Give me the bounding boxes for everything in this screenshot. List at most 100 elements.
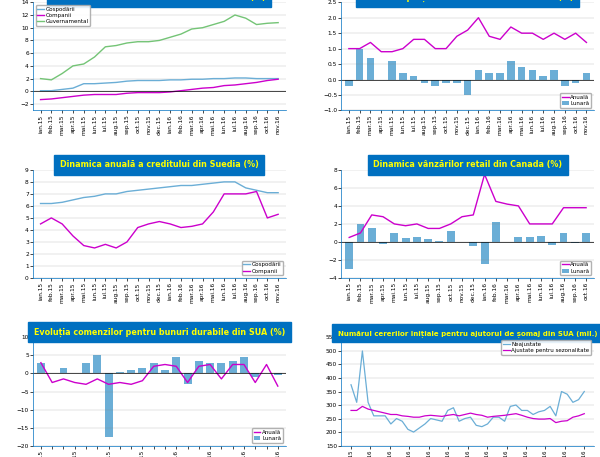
Neajustate [552, 413, 559, 419]
Ajustate pentru sezonalitate [535, 416, 542, 422]
Ajustate pentru sezonalitate [433, 413, 440, 419]
Companii [232, 191, 239, 197]
Ajustate pentru sezonalitate [421, 413, 428, 419]
Guvernamental [70, 63, 77, 69]
Neajustate [518, 408, 525, 413]
Bar [367, 58, 374, 80]
Bar [492, 222, 500, 242]
Gospodării [242, 75, 250, 81]
Bar [356, 224, 364, 242]
Ajustate pentru sezonalitate [541, 416, 548, 422]
Gospodării [113, 80, 120, 85]
Neajustate [575, 397, 582, 402]
Bar [345, 80, 353, 86]
Anuală [251, 380, 259, 385]
Guvernamental [210, 22, 217, 27]
Anuală [538, 221, 545, 227]
Anuală [492, 199, 499, 204]
Anuală [94, 376, 101, 382]
Ajustate pentru sezonalitate [575, 413, 582, 419]
Anuală [481, 172, 488, 177]
Companii [167, 221, 174, 227]
Neajustate [353, 399, 361, 405]
Bar [537, 236, 545, 242]
Anuală [274, 383, 281, 389]
Bar [104, 373, 113, 436]
Companii [113, 92, 120, 97]
Anuală [82, 382, 89, 387]
Guvernamental [242, 16, 250, 21]
Ajustate pentru sezonalitate [382, 410, 389, 416]
Line: Companii: Companii [41, 79, 278, 100]
Line: Neajustate: Neajustate [351, 351, 584, 432]
Neajustate [398, 419, 406, 424]
Gospodării [156, 185, 163, 191]
Bar [195, 361, 203, 373]
Anuală [71, 380, 79, 385]
Bar [345, 242, 353, 269]
Bar [161, 370, 169, 373]
Companii [48, 96, 55, 102]
Gospodării [102, 191, 109, 197]
Bar [431, 80, 439, 86]
Companii [70, 233, 77, 239]
Bar [206, 363, 214, 373]
Companii [113, 245, 120, 251]
Bar [184, 373, 191, 384]
Neajustate [410, 429, 417, 435]
Ajustate pentru sezonalitate [490, 414, 497, 419]
Ajustate pentru sezonalitate [444, 413, 451, 418]
Anuală [539, 37, 547, 42]
Companii [102, 92, 109, 97]
Line: Gospodării: Gospodării [41, 78, 278, 90]
Companii [178, 88, 185, 93]
Anuală [458, 214, 466, 219]
Companii [91, 245, 98, 251]
Anuală [60, 376, 67, 382]
Guvernamental [167, 35, 174, 40]
Anuală [357, 230, 364, 236]
Gospodării [221, 76, 228, 81]
Bar [485, 73, 493, 80]
Neajustate [455, 419, 463, 424]
Anuală [518, 31, 525, 36]
Companii [124, 239, 131, 244]
Anuală [229, 362, 236, 367]
Companii [210, 85, 217, 90]
Gospodării [91, 81, 98, 86]
Ajustate pentru sezonalitate [507, 412, 514, 417]
Gospodării [221, 179, 228, 185]
Anuală [263, 362, 270, 367]
Neajustate [535, 409, 542, 414]
Bar [529, 70, 536, 80]
Anuală [561, 37, 568, 42]
Guvernamental [124, 40, 131, 46]
Bar [507, 61, 515, 80]
Neajustate [376, 413, 383, 419]
Bar [229, 361, 236, 373]
Ajustate pentru sezonalitate [455, 413, 463, 419]
Bar [424, 239, 432, 242]
Ajustate pentru sezonalitate [376, 409, 383, 414]
Companii [178, 225, 185, 230]
Anuală [173, 364, 180, 369]
Neajustate [473, 423, 480, 428]
Bar [116, 372, 124, 373]
Neajustate [461, 416, 469, 421]
Ajustate pentru sezonalitate [450, 412, 457, 417]
Bar [410, 76, 418, 80]
Anuală [128, 382, 135, 387]
Gospodării [59, 87, 66, 92]
Bar [550, 70, 558, 80]
Anuală [368, 212, 376, 218]
Bar [447, 231, 455, 242]
Anuală [583, 40, 590, 45]
Companii [145, 221, 152, 227]
Neajustate [421, 421, 428, 427]
Anuală [49, 380, 56, 385]
Gospodării [275, 76, 282, 81]
Bar [481, 242, 488, 265]
Ajustate pentru sezonalitate [581, 411, 588, 416]
Neajustate [404, 427, 412, 432]
Guvernamental [221, 19, 228, 24]
